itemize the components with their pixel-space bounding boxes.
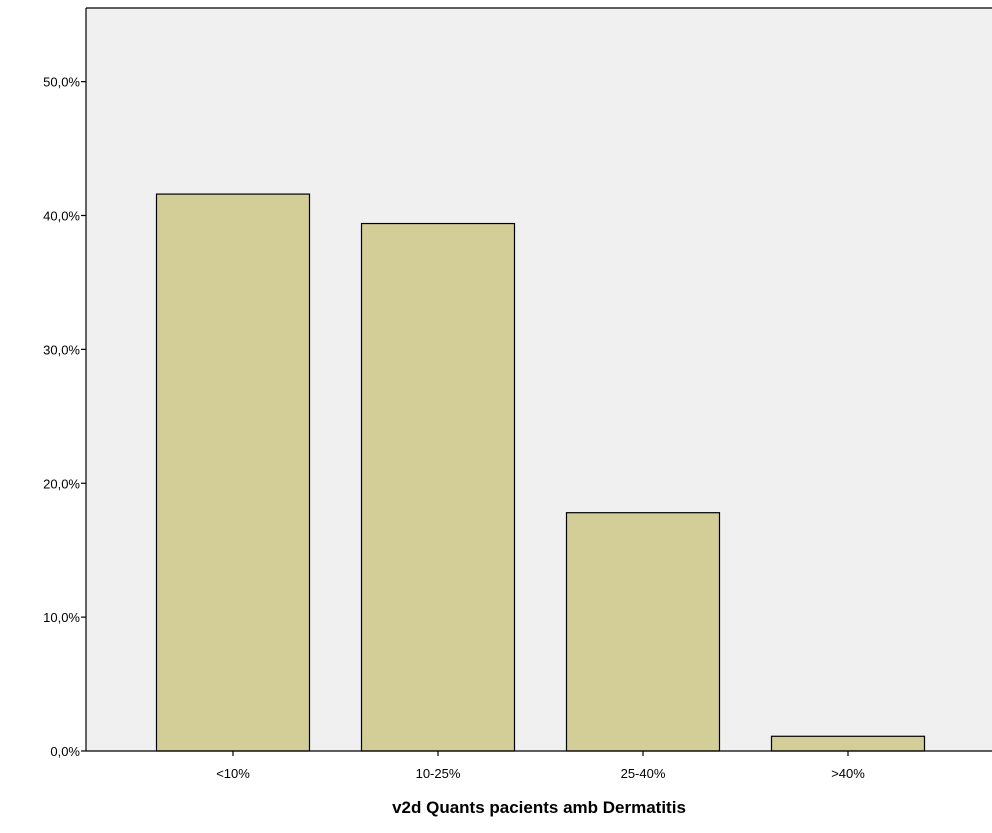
x-axis-title: v2d Quants pacients amb Dermatitis [392,798,686,817]
y-tick-label: 50,0% [43,75,80,90]
bar-0 [155,193,311,752]
x-tick-label: 25-40% [621,766,666,781]
bar-3 [770,735,926,752]
x-tick-label: >40% [831,766,865,781]
x-tick-label: <10% [216,766,250,781]
y-tick-label: 40,0% [43,209,80,224]
ticks-layer: 0,0% 10,0% 20,0% 30,0% 40,0% 50,0% <10% 10-25% 2… [43,75,865,781]
x-tick-label: 10-25% [416,766,461,781]
bar-1 [360,222,516,752]
y-tick-label: 30,0% [43,342,80,357]
bar-2 [565,512,721,752]
bars-layer [155,193,926,752]
axes-layer [85,7,992,752]
y-tick-label: 0,0% [50,744,80,759]
y-tick-label: 10,0% [43,610,80,625]
y-tick-label: 20,0% [43,476,80,491]
